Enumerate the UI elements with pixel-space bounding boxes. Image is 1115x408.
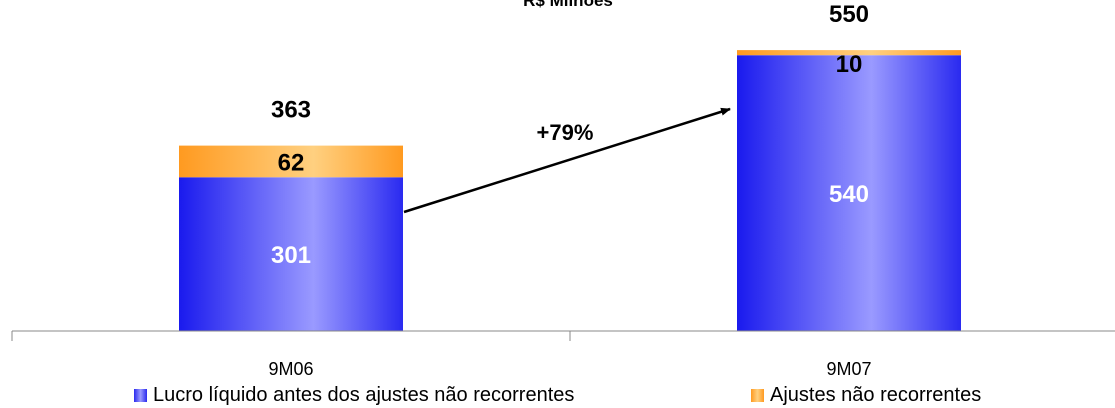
- bars-layer: [179, 50, 961, 331]
- labels-layer: 301 62 363 9M06 540 10 550 9M07: [268, 1, 871, 379]
- data-label-9M07-lucro: 540: [829, 181, 869, 208]
- bar-segment-9M06-lucro: [179, 177, 403, 331]
- legend-label-ajustes: Ajustes não recorrentes: [770, 384, 982, 406]
- total-label-9M07: 550: [829, 1, 869, 28]
- category-label-9M06: 9M06: [268, 359, 313, 379]
- stacked-bar-chart: R$ Milhões 301 62 363 9M06 540 10 550 9M07 +79%: [11, 0, 1115, 379]
- data-label-9M06-ajustes: 62: [278, 149, 305, 176]
- legend-label-lucro: Lucro líquido antes dos ajustes não reco…: [153, 384, 575, 406]
- chart-title: R$ Milhões: [523, 0, 613, 10]
- legend-item-ajustes: Ajustes não recorrentes: [751, 384, 981, 407]
- growth-annotation: +79%: [537, 120, 594, 145]
- bar-segment-9M07-ajustes: [737, 50, 961, 56]
- category-label-9M07: 9M07: [826, 359, 871, 379]
- legend-swatch-orange: [751, 389, 764, 402]
- total-label-9M06: 363: [271, 97, 311, 124]
- bar-segment-9M07-lucro: [737, 55, 961, 331]
- legend-swatch-blue: [134, 389, 147, 402]
- data-label-9M07-ajustes: 10: [836, 51, 863, 78]
- growth-arrow: [403, 107, 731, 214]
- data-label-9M06-lucro: 301: [271, 242, 311, 269]
- bar-segment-9M06-ajustes: [179, 145, 403, 178]
- legend-item-lucro: Lucro líquido antes dos ajustes não reco…: [134, 384, 574, 407]
